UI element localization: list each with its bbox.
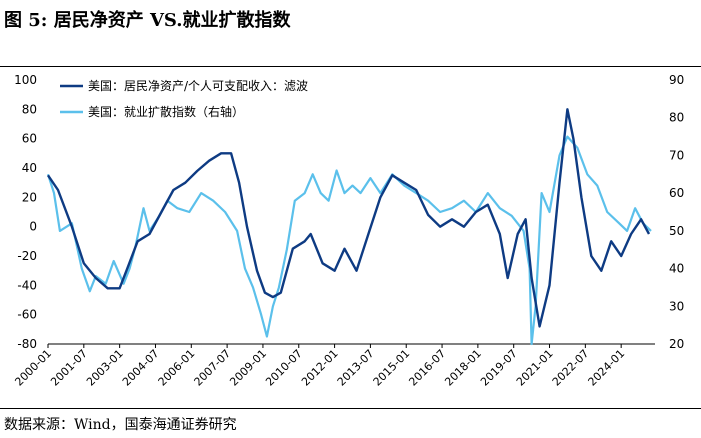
chart-lines <box>46 108 652 346</box>
diffusion-index-line <box>46 135 652 346</box>
x-axis-ticks: 2000-012001-072003-012004-072006-012007-… <box>12 344 627 389</box>
right-axis-tick-label: 20 <box>669 337 684 351</box>
x-axis-tick-label: 2021-01 <box>514 347 556 389</box>
left-axis-tick-label: 100 <box>14 73 37 87</box>
net-worth-ratio-line <box>47 108 651 328</box>
bottom-rule <box>0 408 701 409</box>
left-axis-ticks: 100 80 60 40 20 0 -20 -40 -60 -80 <box>14 73 37 351</box>
x-axis-tick-label: 2016-07 <box>406 347 448 389</box>
x-axis-tick-label: 2000-01 <box>12 347 54 389</box>
left-axis-tick-label: 40 <box>22 161 37 175</box>
right-axis-tick-label: 90 <box>669 73 684 87</box>
right-axis-tick-label: 60 <box>669 186 684 200</box>
chart: 100 80 60 40 20 0 -20 -40 -60 -80 90 80 70 60 50 40 30 2… <box>12 73 684 389</box>
left-axis-tick-label: 0 <box>29 220 37 234</box>
x-axis-tick-label: 2012-01 <box>299 347 341 389</box>
x-axis-tick-label: 2010-07 <box>263 347 305 389</box>
left-axis-tick-label: -80 <box>17 337 37 351</box>
right-axis-tick-label: 40 <box>669 262 684 276</box>
right-axis-tick-label: 30 <box>669 299 684 313</box>
x-axis-tick-label: 2003-01 <box>84 347 126 389</box>
figure-source: 数据来源：Wind，国泰海通证券研究 <box>4 417 237 433</box>
right-axis-tick-label: 50 <box>669 224 684 238</box>
right-axis-tick-label: 70 <box>669 148 684 162</box>
legend-label: 美国：居民净资产/个人可支配收入：滤波 <box>88 79 308 93</box>
left-axis-tick-label: -20 <box>17 249 37 263</box>
x-axis-tick-label: 2015-01 <box>371 347 413 389</box>
x-axis-tick-label: 2022-07 <box>550 347 592 389</box>
left-axis-tick-label: 20 <box>22 190 37 204</box>
x-axis-tick-label: 2004-07 <box>120 347 162 389</box>
x-axis-tick-label: 2018-01 <box>442 347 484 389</box>
x-axis-tick-label: 2007-07 <box>192 347 234 389</box>
left-axis-tick-label: -40 <box>17 278 37 292</box>
figure-title: 图 5: 居民净资产 VS.就业扩散指数 <box>4 10 291 31</box>
right-axis-tick-label: 80 <box>669 111 684 125</box>
x-axis-tick-label: 2013-07 <box>335 347 377 389</box>
x-axis-tick-label: 2024-01 <box>586 347 628 389</box>
right-axis-ticks: 90 80 70 60 50 40 30 20 <box>669 73 684 351</box>
x-axis-tick-label: 2001-07 <box>48 347 90 389</box>
left-axis-tick-label: 80 <box>22 102 37 116</box>
x-axis-tick-label: 2009-01 <box>227 347 269 389</box>
left-axis-tick-label: -60 <box>17 308 37 322</box>
top-rule <box>0 66 701 67</box>
x-axis-tick-label: 2006-01 <box>156 347 198 389</box>
legend-label: 美国：就业扩散指数（右轴） <box>88 104 244 119</box>
left-axis-tick-label: 60 <box>22 132 37 146</box>
x-axis-tick-label: 2019-07 <box>478 347 520 389</box>
